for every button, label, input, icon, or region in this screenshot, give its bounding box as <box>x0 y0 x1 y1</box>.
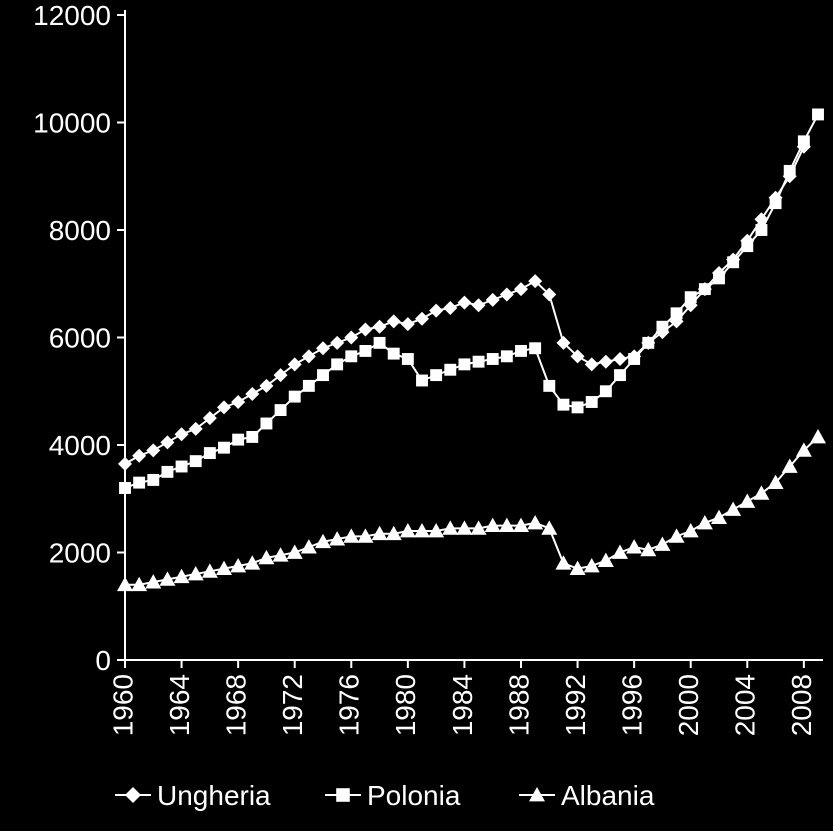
x-tick-label: 1984 <box>447 674 478 736</box>
legend-label: Ungheria <box>157 780 271 811</box>
y-tick-label: 4000 <box>49 430 111 461</box>
x-tick-label: 2004 <box>730 674 761 736</box>
y-tick-label: 6000 <box>49 323 111 354</box>
x-tick-label: 1960 <box>107 674 138 736</box>
x-tick-label: 1980 <box>390 674 421 736</box>
x-tick-label: 1988 <box>503 674 534 736</box>
y-tick-label: 12000 <box>33 0 111 31</box>
legend-label: Polonia <box>367 780 461 811</box>
x-tick-label: 1972 <box>277 674 308 736</box>
x-tick-label: 1996 <box>617 674 648 736</box>
y-tick-label: 10000 <box>33 108 111 139</box>
y-tick-label: 2000 <box>49 538 111 569</box>
y-tick-label: 0 <box>95 645 111 676</box>
legend-label: Albania <box>561 780 655 811</box>
y-tick-label: 8000 <box>49 215 111 246</box>
x-tick-label: 1964 <box>164 674 195 736</box>
chart-svg: 0 2000 4000 6000 8000 10000 12000 1960 1964 1968 1… <box>0 0 833 831</box>
x-tick-label: 1968 <box>221 674 252 736</box>
line-chart: 0 2000 4000 6000 8000 10000 12000 1960 1964 1968 1… <box>0 0 833 831</box>
x-tick-label: 1976 <box>334 674 365 736</box>
x-tick-label: 1992 <box>560 674 591 736</box>
x-tick-label: 2000 <box>673 674 704 736</box>
x-tick-label: 2008 <box>786 674 817 736</box>
